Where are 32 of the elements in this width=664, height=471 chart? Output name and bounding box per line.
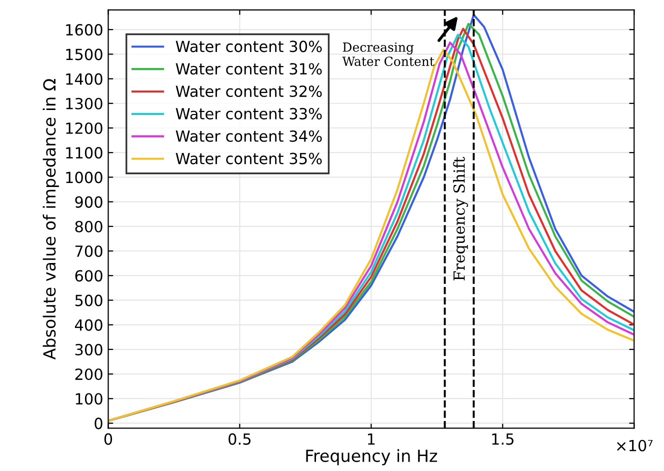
x-tick-label: 1 <box>368 433 375 445</box>
annotation: Decreasing Water Content <box>342 42 434 66</box>
y-axis-title: Absolute value of impedance in Ω <box>42 78 59 360</box>
annotation: Frequency Shift <box>453 156 468 280</box>
legend-label: Water content 32% <box>176 85 322 98</box>
y-tick-label: 1300 <box>66 98 102 110</box>
legend-label: Water content 31% <box>176 63 322 75</box>
y-tick-label: 400 <box>74 319 102 331</box>
legend-label: Water content 33% <box>176 108 322 120</box>
legend-label: Water content 34% <box>176 130 322 142</box>
y-tick-label: 600 <box>75 270 102 282</box>
y-tick-label: 1400 <box>66 73 102 85</box>
y-tick-label: 500 <box>75 294 102 306</box>
y-tick-label: 200 <box>75 368 102 380</box>
legend-label: Water content 35% <box>176 152 322 164</box>
x-tick-label: 0.5 <box>228 433 251 445</box>
y-tick-label: 1100 <box>66 147 102 159</box>
x-tick-label: 1.5 <box>492 433 514 445</box>
y-tick-label: 900 <box>75 196 102 208</box>
x-axis-title: Frequency in Hz <box>306 449 438 466</box>
y-tick-label: 1600 <box>66 24 102 36</box>
y-tick-label: 800 <box>75 220 102 232</box>
y-tick-label: 300 <box>75 344 102 356</box>
x-tick-label: 0 <box>104 433 112 445</box>
y-tick-label: 0 <box>94 418 102 430</box>
y-tick-label: 1200 <box>66 122 102 134</box>
y-tick-label: 700 <box>75 245 102 258</box>
legend-label: Water content 30% <box>176 40 322 52</box>
text: ×10⁷ <box>617 440 653 452</box>
y-tick-label: 1000 <box>66 172 102 184</box>
y-tick-label: 100 <box>76 393 102 405</box>
y-tick-label: 1500 <box>66 48 102 60</box>
